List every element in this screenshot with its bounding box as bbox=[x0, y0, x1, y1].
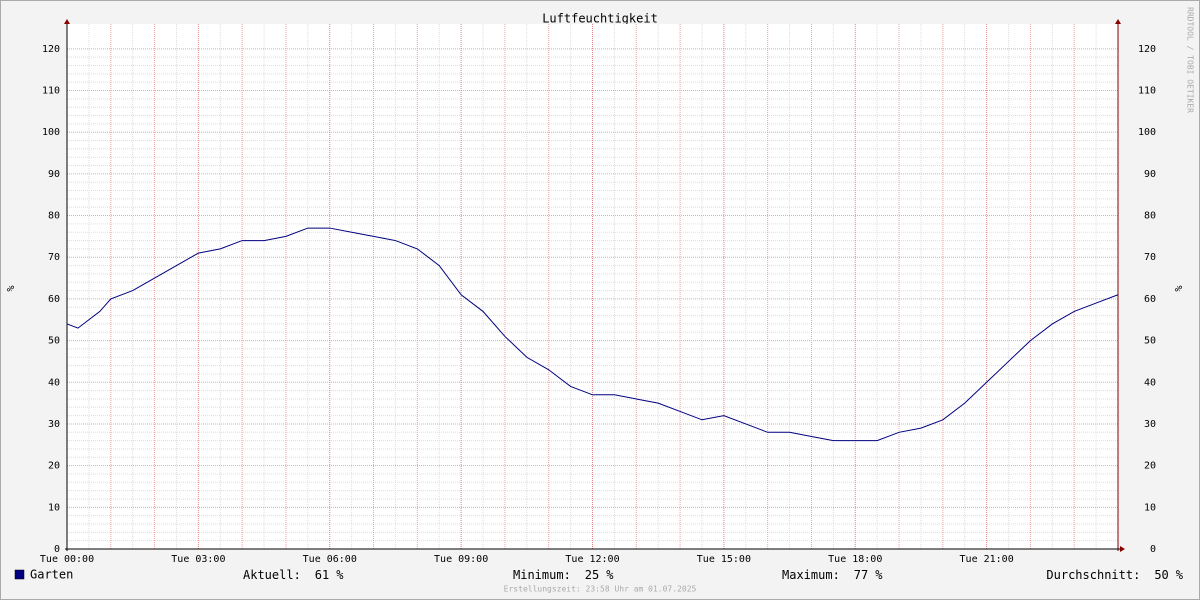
footer: Erstellungszeit: 23:58 Uhr am 01.07.2025 bbox=[504, 585, 697, 594]
x-tick-label: Tue 00:00 bbox=[40, 554, 94, 565]
legend-label: Garten bbox=[30, 568, 73, 582]
stat-value: 61 bbox=[315, 568, 329, 582]
chart-title: Luftfeuchtigkeit bbox=[542, 12, 658, 26]
y2-axis-label: % bbox=[1172, 285, 1183, 291]
x-tick-label: Tue 03:00 bbox=[171, 554, 225, 565]
stat: Aktuell: 61% bbox=[243, 568, 344, 582]
y2-tick-label: 40 bbox=[1144, 377, 1156, 388]
y-tick-label: 90 bbox=[48, 169, 60, 180]
data-line bbox=[66, 227, 1119, 442]
stat-value: 50 bbox=[1154, 568, 1168, 582]
stat-value: 25 bbox=[585, 568, 599, 582]
y-tick-label: 110 bbox=[42, 86, 60, 97]
y-axis-label: % bbox=[4, 285, 15, 291]
axis-arrow bbox=[64, 19, 70, 24]
watermark: RRDTOOL / TOBI OETIKER bbox=[1186, 7, 1195, 113]
y-tick-label: 120 bbox=[42, 44, 60, 55]
stat-unit: % bbox=[1176, 568, 1184, 582]
stat: Durchschnitt: 50% bbox=[1046, 568, 1183, 582]
y-tick-label: 20 bbox=[48, 461, 60, 472]
y2-tick-label: 10 bbox=[1144, 502, 1156, 513]
x-tick-label: Tue 09:00 bbox=[434, 554, 488, 565]
stat-unit: % bbox=[606, 568, 614, 582]
y2-tick-label: 70 bbox=[1144, 252, 1156, 263]
x-tick-label: Tue 21:00 bbox=[960, 554, 1014, 565]
y-tick-label: 30 bbox=[48, 419, 60, 430]
axis-arrow bbox=[1115, 19, 1121, 24]
stat-unit: % bbox=[336, 568, 344, 582]
y2-tick-label: 50 bbox=[1144, 336, 1156, 347]
y2-tick-label: 120 bbox=[1138, 44, 1156, 55]
y-tick-label: 10 bbox=[48, 502, 60, 513]
y2-tick-label: 20 bbox=[1144, 461, 1156, 472]
x-tick-label: Tue 18:00 bbox=[828, 554, 882, 565]
y-tick-label: 70 bbox=[48, 252, 60, 263]
y2-tick-label: 60 bbox=[1144, 294, 1156, 305]
y-tick-label: 80 bbox=[48, 211, 60, 222]
stat-label: Aktuell: bbox=[243, 568, 301, 582]
stat-label: Durchschnitt: bbox=[1046, 568, 1140, 582]
axis-arrow bbox=[1120, 546, 1125, 552]
stat-label: Maximum: bbox=[782, 568, 840, 582]
stat-value: 77 bbox=[854, 568, 868, 582]
y-tick-label: 50 bbox=[48, 336, 60, 347]
y-tick-label: 60 bbox=[48, 294, 60, 305]
stat: Maximum: 77% bbox=[782, 568, 883, 582]
x-tick-label: Tue 12:00 bbox=[565, 554, 619, 565]
y2-tick-label: 90 bbox=[1144, 169, 1156, 180]
x-tick-label: Tue 06:00 bbox=[303, 554, 357, 565]
y-tick-label: 0 bbox=[54, 544, 60, 555]
y2-tick-label: 100 bbox=[1138, 127, 1156, 138]
stat-unit: % bbox=[875, 568, 883, 582]
stat: Minimum: 25% bbox=[513, 568, 614, 582]
legend-swatch bbox=[14, 569, 25, 580]
x-tick-label: Tue 15:00 bbox=[697, 554, 751, 565]
y-tick-label: 40 bbox=[48, 377, 60, 388]
y2-tick-label: 110 bbox=[1138, 86, 1156, 97]
stat-label: Minimum: bbox=[513, 568, 571, 582]
y2-tick-label: 0 bbox=[1150, 544, 1156, 555]
y-tick-label: 100 bbox=[42, 127, 60, 138]
y2-tick-label: 30 bbox=[1144, 419, 1156, 430]
y2-tick-label: 80 bbox=[1144, 211, 1156, 222]
